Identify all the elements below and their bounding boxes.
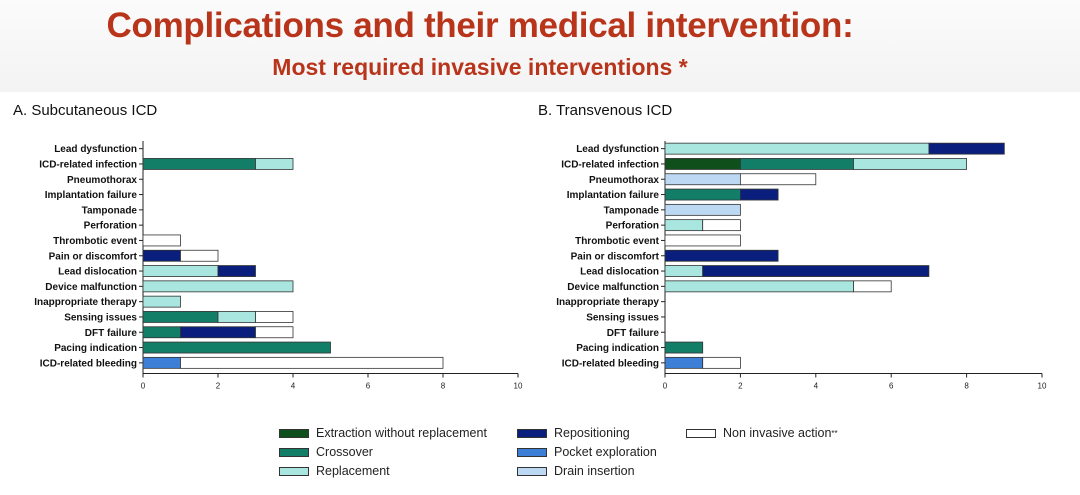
bar-segment-noninvasive xyxy=(702,219,741,232)
category-label: Perforation xyxy=(84,221,137,232)
x-tick-label: 2 xyxy=(738,382,743,391)
bar-segment-drain xyxy=(664,173,741,186)
bar-segment-repositioning xyxy=(217,265,256,277)
x-tick-label: 4 xyxy=(291,382,296,391)
bar-segment-noninvasive xyxy=(702,356,741,369)
chart-title: A. Subcutaneous ICD xyxy=(13,102,157,119)
category-label: Sensing issues xyxy=(64,312,137,323)
bar-segment-noninvasive xyxy=(142,234,181,247)
header-band xyxy=(0,0,1080,92)
category-label: Inappropriate therapy xyxy=(34,297,137,308)
x-tick-label: 2 xyxy=(216,382,221,391)
bar-segment-crossover xyxy=(740,158,854,170)
category-label: Device malfunction xyxy=(567,282,659,293)
bar-segment-repositioning xyxy=(740,188,779,201)
bar-segment-repositioning xyxy=(702,265,930,277)
bar-segment-crossover xyxy=(142,326,181,339)
bar-segment-repositioning xyxy=(928,142,1005,155)
bar-segment-replacement xyxy=(853,158,967,170)
bar-segment-repositioning xyxy=(180,326,256,339)
category-label: Lead dysfunction xyxy=(576,144,659,155)
x-tick-label: 10 xyxy=(1038,382,1047,391)
x-tick-label: 6 xyxy=(889,382,894,391)
bar-segment-crossover xyxy=(664,341,704,354)
x-tick-label: 0 xyxy=(141,382,146,391)
category-label: Pneumothorax xyxy=(589,175,659,186)
category-label: DFT failure xyxy=(85,328,138,339)
category-label: Inappropriate therapy xyxy=(556,297,659,308)
bar-segment-drain xyxy=(664,203,741,216)
bar-segment-crossover xyxy=(142,311,219,323)
x-tick-label: 0 xyxy=(663,382,668,391)
category-label: Lead dislocation xyxy=(580,267,659,278)
category-label: Pacing indication xyxy=(576,343,659,354)
category-label: Tamponade xyxy=(82,205,138,216)
bar-segment-extraction xyxy=(664,158,741,170)
bar-segment-replacement xyxy=(664,219,704,232)
category-label: Pneumothorax xyxy=(67,175,137,186)
category-label: Thrombotic event xyxy=(53,236,138,247)
bar-segment-pocket xyxy=(142,356,181,369)
bar-segment-repositioning xyxy=(664,249,779,262)
chart-title: B. Transvenous ICD xyxy=(538,102,672,119)
bar-segment-noninvasive xyxy=(255,311,294,323)
bar-segment-repositioning xyxy=(142,249,181,262)
x-tick-label: 6 xyxy=(366,382,371,391)
x-tick-label: 8 xyxy=(441,382,446,391)
x-tick-label: 10 xyxy=(514,382,523,391)
chart-1: B. Transvenous ICD 0 2 4 6 8 10 Lead dysfunctio… xyxy=(538,102,1047,391)
category-label: Pain or discomfort xyxy=(571,251,660,262)
category-label: ICD-related infection xyxy=(39,159,137,170)
category-label: DFT failure xyxy=(607,328,660,339)
bar-segment-replacement xyxy=(664,280,854,293)
bar-segment-noninvasive xyxy=(740,173,817,186)
bar-segment-crossover xyxy=(142,158,256,170)
category-label: Lead dysfunction xyxy=(54,144,137,155)
category-label: Device malfunction xyxy=(45,282,137,293)
category-label: Pain or discomfort xyxy=(49,251,138,262)
bar-segment-pocket xyxy=(664,356,704,369)
category-label: Tamponade xyxy=(604,205,660,216)
x-tick-label: 4 xyxy=(814,382,819,391)
bar-segment-noninvasive xyxy=(180,249,219,262)
chart-0: A. Subcutaneous ICD 0 2 4 6 8 10 Lead dysfuncti… xyxy=(13,102,523,391)
bar-segment-noninvasive xyxy=(853,280,892,293)
category-label: ICD-related bleeding xyxy=(40,358,137,369)
bar-segment-crossover xyxy=(664,188,741,201)
category-label: Lead dislocation xyxy=(58,267,137,278)
category-label: Thrombotic event xyxy=(575,236,660,247)
bar-segment-noninvasive xyxy=(664,234,741,247)
category-label: Implantation failure xyxy=(45,190,138,201)
category-label: ICD-related infection xyxy=(561,159,659,170)
bar-segment-replacement xyxy=(217,311,256,323)
bar-segment-replacement xyxy=(255,158,294,170)
slide-title: Complications and their medical interven… xyxy=(106,6,854,45)
category-label: Perforation xyxy=(606,221,659,232)
category-label: Implantation failure xyxy=(567,190,660,201)
category-label: ICD-related bleeding xyxy=(562,358,659,369)
bar-segment-replacement xyxy=(664,142,930,155)
bar-segment-crossover xyxy=(142,341,331,354)
bar-segment-replacement xyxy=(142,265,219,277)
bar-segment-replacement xyxy=(142,280,294,293)
x-tick-label: 8 xyxy=(964,382,969,391)
slide-subtitle: Most required invasive interventions * xyxy=(272,54,688,80)
bar-segment-noninvasive xyxy=(255,326,294,339)
bar-segment-noninvasive xyxy=(180,356,444,369)
bar-segment-replacement xyxy=(142,295,181,308)
bar-segment-replacement xyxy=(664,265,704,277)
category-label: Pacing indication xyxy=(54,343,137,354)
category-label: Sensing issues xyxy=(586,312,659,323)
